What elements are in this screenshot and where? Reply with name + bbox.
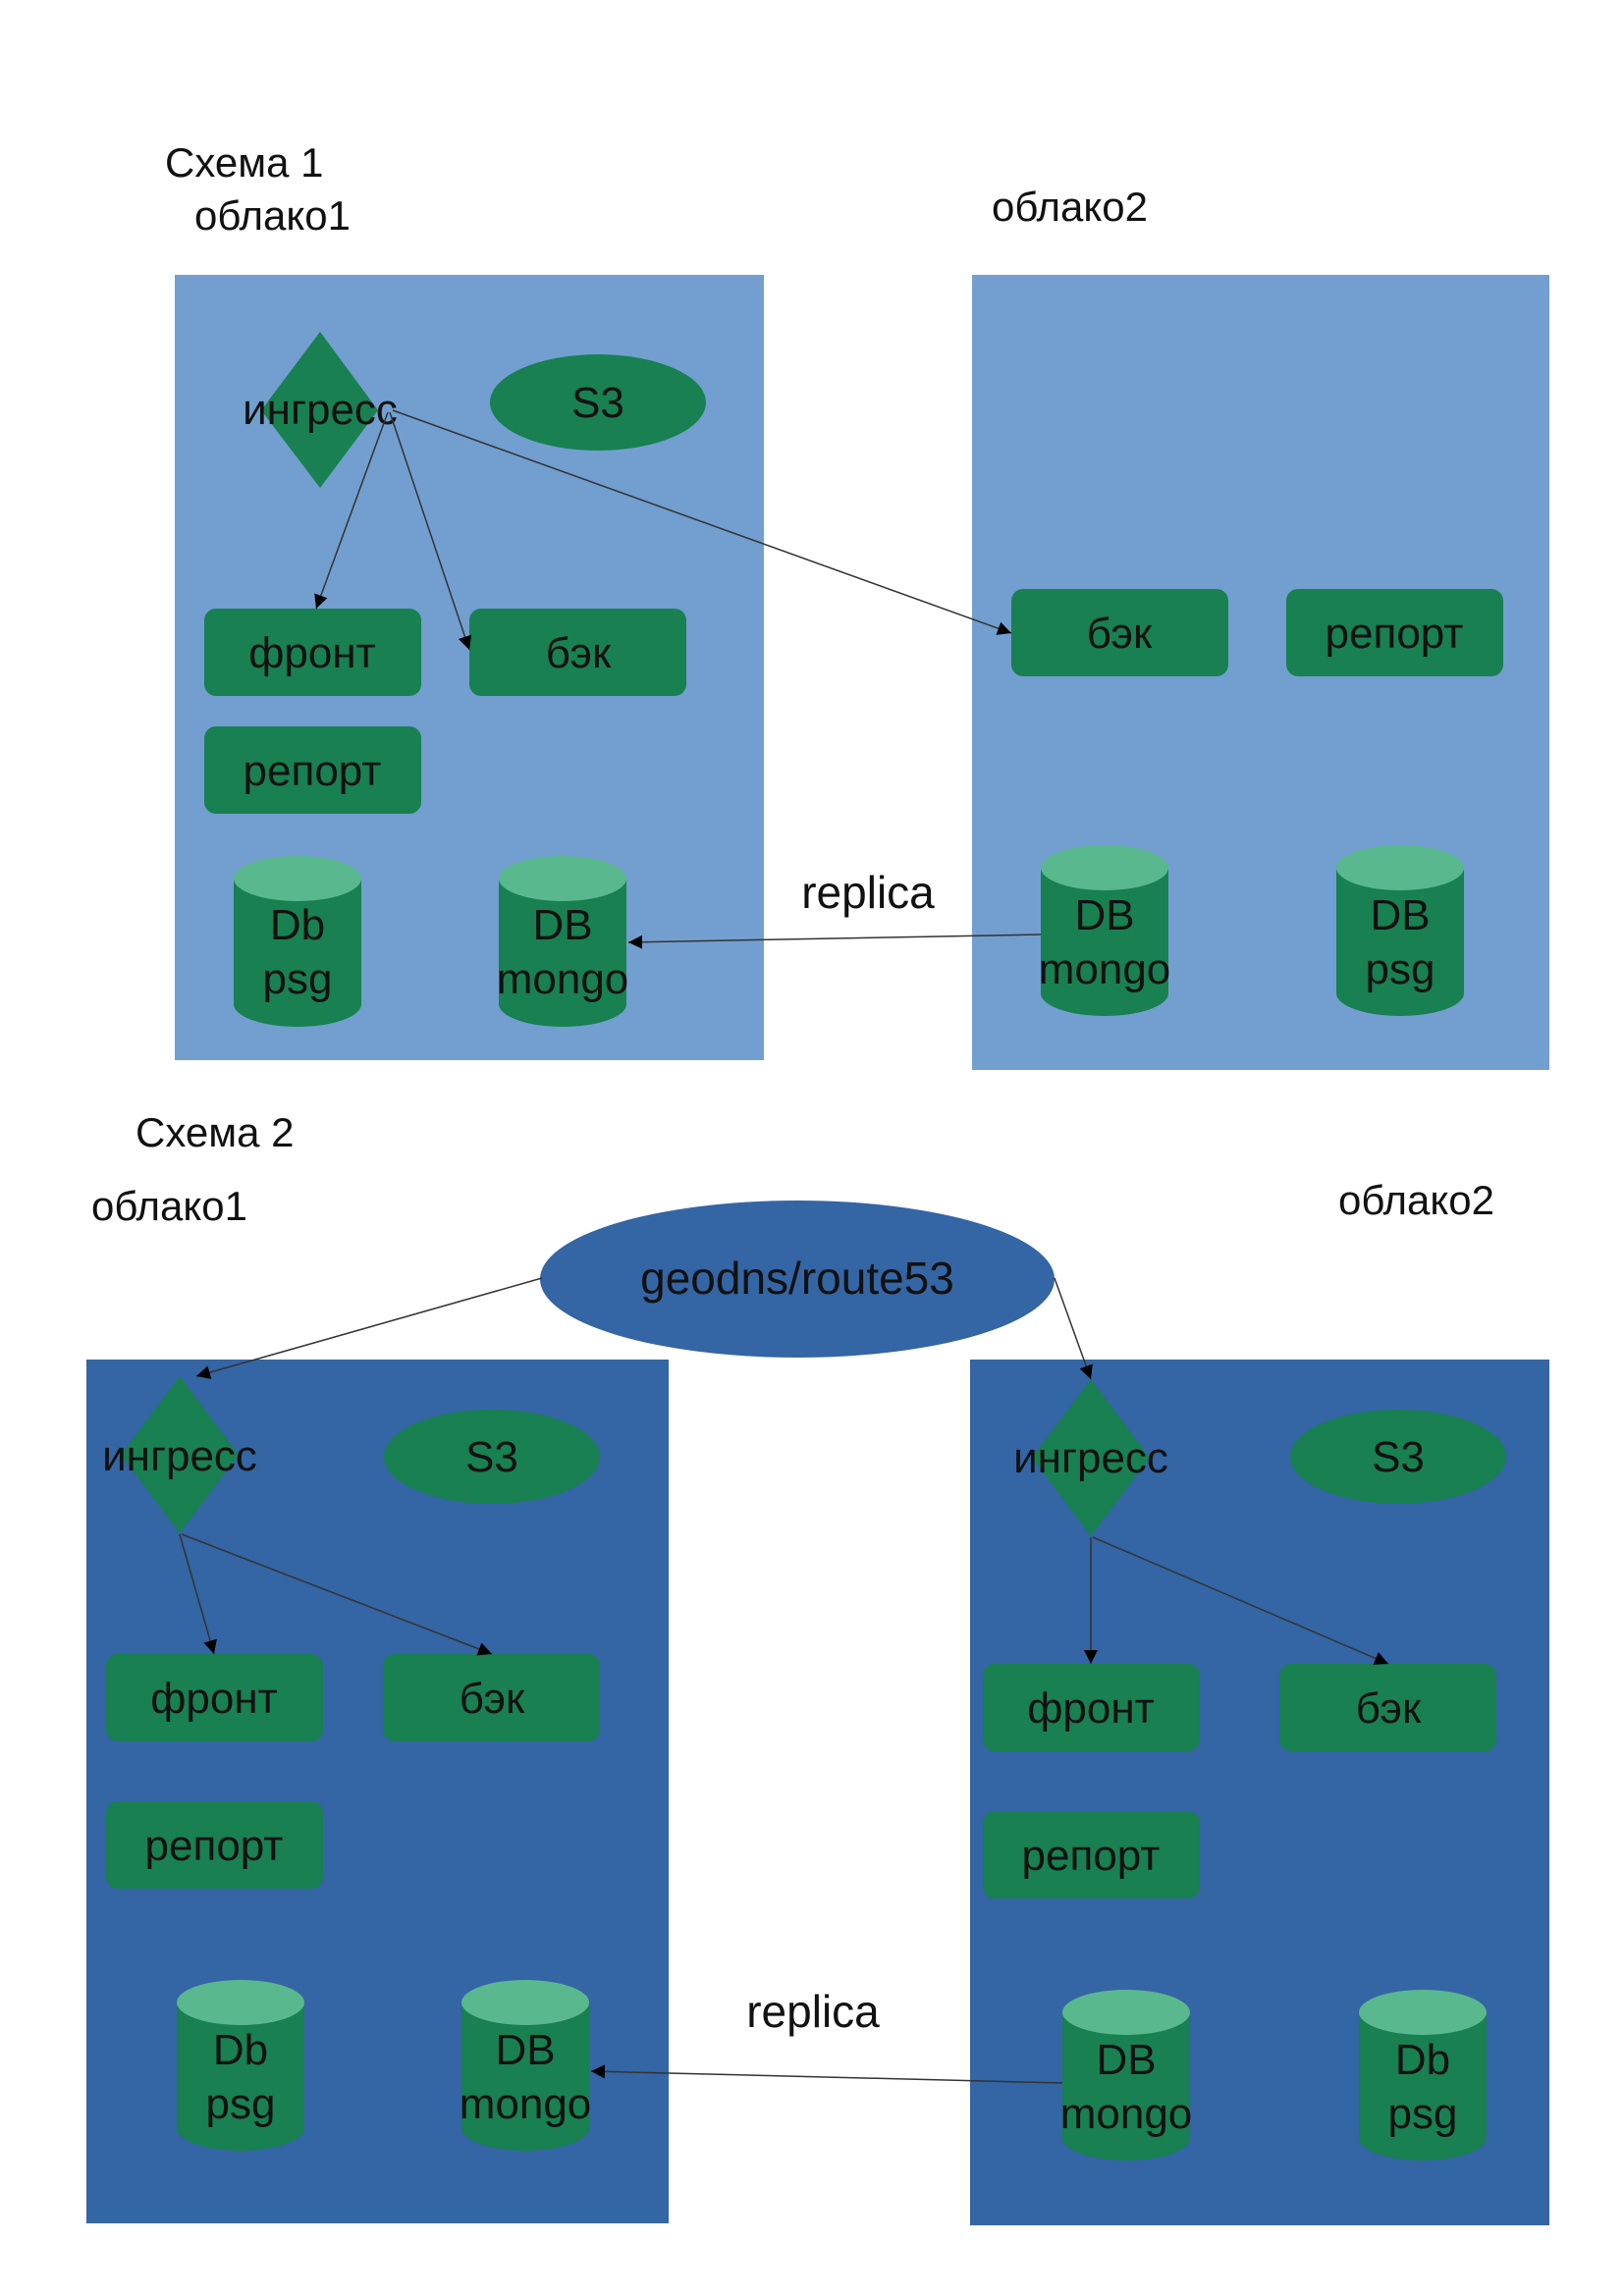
schema1-cloud2-db-mongo-line2: mongo bbox=[1039, 945, 1171, 993]
schema2-cloud1-front-label: фронт bbox=[150, 1675, 278, 1723]
schema2-geodns-label: geodns/route53 bbox=[640, 1253, 954, 1304]
schema2-cloud2-front bbox=[983, 1664, 1200, 1751]
schema1-arrow-replica bbox=[627, 934, 1042, 949]
schema2-arrow-geodns-cloud1 bbox=[195, 1277, 543, 1379]
schema1-cloud1-label: облако1 bbox=[194, 192, 351, 239]
schema2-cloud1-db-mongo-line2: mongo bbox=[460, 2080, 592, 2128]
schema2-cloud2-db-psg-line2: psg bbox=[1388, 2090, 1458, 2138]
schema2-arrow-replica bbox=[590, 2064, 1063, 2084]
schema2-cloud1-s3-label: S3 bbox=[465, 1433, 518, 1481]
schema2-cloud2-front-label: фронт bbox=[1027, 1684, 1155, 1733]
schema1-cloud1-ingress-diamond bbox=[261, 332, 378, 488]
schema1-cloud2-db-psg-line1: DB bbox=[1370, 891, 1430, 939]
schema2-cloud2-db-psg-line1: Db bbox=[1395, 2036, 1450, 2084]
schema1-cloud1-back-label: бэк bbox=[546, 629, 612, 677]
schema2-arrow-geodns-cloud2 bbox=[1054, 1277, 1093, 1380]
schema2-cloud2-report bbox=[983, 1811, 1200, 1898]
schema1-cloud1-db-psg-line1: Db bbox=[270, 901, 325, 949]
schema2-cloud1-db-psg bbox=[177, 1980, 304, 2151]
schema2-cloud2-ingress-label: ингресс bbox=[1013, 1434, 1168, 1482]
schema2-cloud1-db-mongo-line1: DB bbox=[495, 2026, 555, 2074]
schema2-arrow-c1-ingress-back bbox=[181, 1533, 493, 1656]
schema1-cloud1-db-mongo-line2: mongo bbox=[497, 955, 629, 1003]
schema1-cloud1-back bbox=[469, 609, 686, 696]
schema2-cloud1-db-psg-line1: Db bbox=[213, 2026, 268, 2074]
schema2-cloud1-report bbox=[106, 1801, 323, 1889]
schema2-geodns bbox=[540, 1201, 1055, 1358]
schema1-cloud1-s3 bbox=[490, 354, 706, 451]
schema2-cloud1-front bbox=[106, 1654, 323, 1741]
schema2-cloud2-s3-label: S3 bbox=[1372, 1433, 1425, 1481]
schema2-cloud1-ingress-label: ингресс bbox=[102, 1432, 257, 1480]
schema2-cloud2-db-psg bbox=[1359, 1990, 1487, 2161]
schema1-cloud1-s3-label: S3 bbox=[571, 379, 624, 427]
schema1-cloud2-db-mongo bbox=[1041, 845, 1168, 1016]
schema1-cloud1-report bbox=[204, 726, 421, 814]
schema2-arrow-c1-ingress-front bbox=[179, 1533, 217, 1655]
schema2-cloud1-report-label: репорт bbox=[145, 1822, 284, 1870]
schema1-replica-label: replica bbox=[801, 867, 935, 918]
schema1-cloud2-db-mongo-line1: DB bbox=[1074, 891, 1134, 939]
schema2-cloud2-ingress-diamond bbox=[1032, 1379, 1150, 1536]
schema1-cloud2-db-psg-line2: psg bbox=[1366, 945, 1435, 993]
schema1-cloud1-ingress-label: ингресс bbox=[243, 386, 398, 434]
schema1-cloud2-label: облако2 bbox=[992, 184, 1148, 230]
schema1-title: Схема 1 bbox=[165, 139, 323, 186]
schema2-cloud2-report-label: репорт bbox=[1022, 1832, 1161, 1880]
schema1-arrow-ingress-cloud2-back bbox=[392, 409, 1012, 635]
schema1-cloud1-front-label: фронт bbox=[248, 629, 376, 677]
schema2-cloud1-label: облако1 bbox=[91, 1183, 247, 1229]
schema2-replica-label: replica bbox=[746, 1986, 880, 2037]
schema1-cloud2-back-label: бэк bbox=[1087, 610, 1153, 658]
schema2-cloud2-label: облако2 bbox=[1338, 1177, 1494, 1223]
schema1-cloud1-db-psg bbox=[234, 856, 361, 1027]
schema2-arrow-c2-ingress-back bbox=[1092, 1536, 1389, 1665]
schema1-cloud1-db-mongo-line1: DB bbox=[532, 901, 592, 949]
schema1-cloud2-report bbox=[1286, 589, 1503, 676]
schema1-cloud1-front bbox=[204, 609, 421, 696]
schema2-cloud1-back-label: бэк bbox=[460, 1675, 525, 1723]
schema1-arrow-ingress-front bbox=[314, 411, 389, 610]
schema1-cloud2-report-label: репорт bbox=[1326, 610, 1464, 658]
schema1-cloud2-db-psg bbox=[1336, 845, 1464, 1016]
schema2-cloud2-db-mongo-line1: DB bbox=[1096, 2036, 1156, 2084]
schema1-cloud1-db-mongo bbox=[499, 856, 626, 1027]
schema1-arrow-ingress-back bbox=[389, 411, 472, 651]
schema2-cloud2-s3 bbox=[1290, 1410, 1506, 1504]
schema2-cloud2-back bbox=[1279, 1664, 1496, 1751]
schema2-cloud1-s3 bbox=[384, 1410, 600, 1504]
schema2-cloud2-back-label: бэк bbox=[1356, 1684, 1422, 1733]
schema2-cloud1-db-psg-line2: psg bbox=[206, 2080, 276, 2128]
schema1-cloud1-db-psg-line2: psg bbox=[263, 955, 333, 1003]
schema2-cloud2-db-mongo bbox=[1062, 1990, 1190, 2161]
schema1-cloud2-back bbox=[1011, 589, 1228, 676]
schema2-cloud1-db-mongo bbox=[461, 1980, 589, 2151]
schema2-cloud2-db-mongo-line2: mongo bbox=[1060, 2090, 1193, 2138]
schema2-cloud1-back bbox=[383, 1654, 600, 1741]
schema2-title: Схема 2 bbox=[135, 1109, 294, 1155]
schema2-cloud1-ingress-diamond bbox=[121, 1376, 239, 1533]
schema1-cloud1-report-label: репорт bbox=[244, 747, 382, 795]
